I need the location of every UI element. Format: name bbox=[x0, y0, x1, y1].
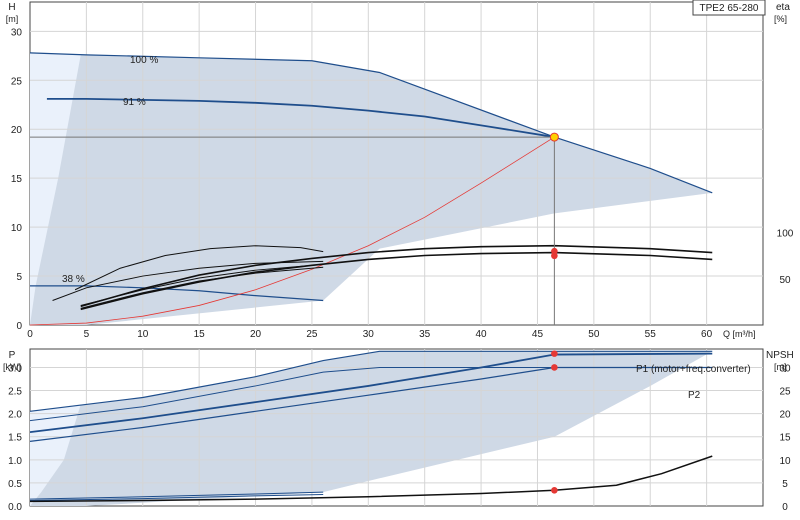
eta-duty-marker bbox=[551, 252, 558, 260]
x-tick-label: 0 bbox=[27, 329, 33, 340]
x-tick-label: 20 bbox=[250, 329, 262, 340]
p-tick-label: 3.0 bbox=[8, 363, 22, 374]
power-series-4 bbox=[29, 491, 324, 500]
label-91-percent: 91 % bbox=[123, 97, 146, 108]
npsh-tick-label: 20 bbox=[779, 410, 791, 421]
label-p2: P2 bbox=[688, 390, 701, 401]
head-series-3 bbox=[29, 136, 555, 326]
power-series-5 bbox=[29, 493, 324, 501]
x-tick-label: 40 bbox=[476, 329, 488, 340]
y2-axis-title: eta bbox=[776, 2, 790, 13]
npsh-tick-label: 10 bbox=[779, 456, 791, 467]
p-axis-unit: [kW] bbox=[3, 362, 21, 372]
duty-point-marker bbox=[549, 132, 559, 142]
npsh-tick-label: 30 bbox=[779, 363, 791, 374]
y-tick-label: 30 bbox=[11, 27, 23, 38]
y-tick-label: 0 bbox=[16, 321, 22, 332]
y-axis-unit: [m] bbox=[6, 14, 19, 24]
x-tick-label: 60 bbox=[701, 329, 713, 340]
head-series-4 bbox=[74, 245, 324, 291]
y-tick-label: 15 bbox=[11, 174, 23, 185]
head-series-5 bbox=[52, 260, 324, 301]
head-series-7 bbox=[80, 244, 713, 308]
x-tick-label: 35 bbox=[419, 329, 431, 340]
npsh-tick-label: 0 bbox=[782, 502, 788, 513]
y-tick-label: 20 bbox=[11, 125, 23, 136]
label-100-percent: 100 % bbox=[130, 55, 158, 66]
head-series-0 bbox=[29, 52, 713, 194]
x-tick-label: 10 bbox=[137, 329, 149, 340]
x-tick-label: 55 bbox=[645, 329, 657, 340]
y-tick-label: 10 bbox=[11, 223, 23, 234]
y-axis-title: H bbox=[8, 2, 15, 13]
p-tick-label: 1.5 bbox=[8, 433, 22, 444]
p-tick-label: 2.5 bbox=[8, 387, 22, 398]
head-series-9 bbox=[80, 263, 324, 306]
y-tick-label: 5 bbox=[16, 272, 22, 283]
head-series-1 bbox=[46, 98, 555, 138]
p-tick-label: 2.0 bbox=[8, 410, 22, 421]
p-tick-label: 0.5 bbox=[8, 479, 22, 490]
x-tick-label: 5 bbox=[84, 329, 90, 340]
npsh-tick-label: 15 bbox=[779, 433, 791, 444]
x-axis-label: Q [m³/h] bbox=[723, 329, 756, 339]
p-tick-label: 1.0 bbox=[8, 456, 22, 467]
head-series-8 bbox=[80, 266, 324, 309]
x-tick-label: 30 bbox=[363, 329, 375, 340]
title-box bbox=[692, 0, 766, 16]
power-duty-marker bbox=[551, 364, 558, 371]
chart-title: TPE2 65-280 bbox=[700, 3, 759, 14]
label-p1: P1 (motor+freq.converter) bbox=[636, 364, 751, 375]
eta-duty-marker bbox=[551, 247, 558, 255]
operating-area bbox=[30, 52, 713, 325]
label-38-percent: 38 % bbox=[62, 274, 85, 285]
head-series-6 bbox=[80, 251, 713, 311]
y-tick-label: 25 bbox=[11, 76, 23, 87]
x-tick-label: 25 bbox=[306, 329, 318, 340]
npsh-tick-label: 5 bbox=[782, 479, 788, 490]
head-series-2 bbox=[30, 285, 324, 302]
npsh-tick-label: 25 bbox=[779, 387, 791, 398]
x-tick-label: 45 bbox=[532, 329, 544, 340]
power-operating-area bbox=[30, 351, 713, 506]
x-tick-label: 15 bbox=[194, 329, 206, 340]
min-flow-zone bbox=[30, 52, 81, 325]
npsh-duty-marker bbox=[551, 487, 558, 494]
npsh-axis-unit: [m] bbox=[774, 362, 787, 372]
y2-axis-unit: [%] bbox=[774, 14, 787, 24]
p-tick-label: 0.0 bbox=[8, 502, 22, 513]
p-axis-title: P bbox=[9, 350, 16, 361]
power-series-6 bbox=[29, 455, 713, 503]
y2-tick-label: 50 bbox=[779, 275, 791, 286]
y2-tick-label: 100 bbox=[777, 229, 794, 240]
x-tick-label: 50 bbox=[588, 329, 600, 340]
npsh-axis-title: NPSH bbox=[766, 350, 794, 361]
power-duty-marker bbox=[551, 350, 558, 357]
